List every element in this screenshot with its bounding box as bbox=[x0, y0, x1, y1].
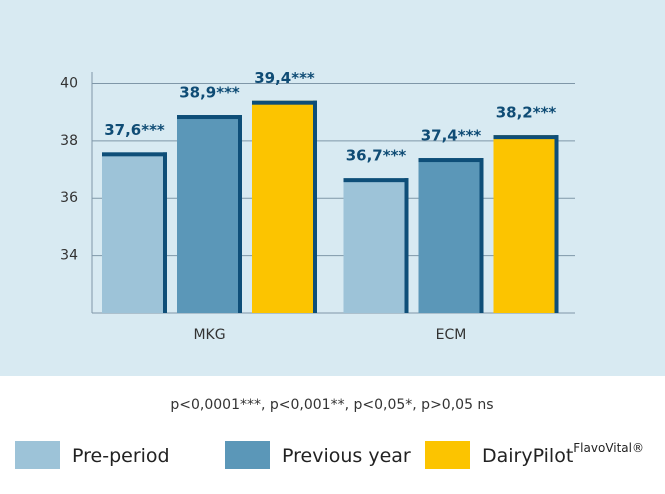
bar-side-edge bbox=[238, 115, 242, 314]
legend-name: Pre-period bbox=[72, 445, 170, 467]
bar bbox=[493, 135, 559, 313]
bar bbox=[343, 178, 409, 313]
legend-name: Previous year bbox=[282, 445, 411, 467]
value-label: 38,2*** bbox=[496, 104, 557, 122]
bar bbox=[418, 158, 484, 313]
y-tick-label: 36 bbox=[60, 190, 78, 206]
value-label: 36,7*** bbox=[346, 147, 407, 165]
bar-top-edge bbox=[177, 115, 242, 120]
bar-top-edge bbox=[493, 135, 559, 140]
legend-name: DairyPilot bbox=[482, 445, 573, 467]
x-tick-label: MKG bbox=[193, 327, 225, 343]
bar-top-edge bbox=[252, 100, 317, 105]
x-tick-label: ECM bbox=[436, 327, 467, 343]
footnote: p<0,0001***, p<0,001**, p<0,05*, p>0,05 … bbox=[170, 397, 493, 413]
legend-label: Previous year bbox=[282, 445, 411, 467]
legend-swatch bbox=[15, 441, 60, 469]
value-label: 39,4*** bbox=[254, 69, 315, 87]
bar-top-edge bbox=[343, 178, 409, 183]
bar-side-edge bbox=[554, 135, 559, 313]
legend-swatch bbox=[425, 441, 470, 469]
legend-label: Pre-period bbox=[72, 445, 170, 467]
legend-swatch bbox=[225, 441, 270, 469]
bar-top-edge bbox=[418, 158, 484, 163]
value-label: 37,4*** bbox=[421, 127, 482, 145]
y-tick-label: 34 bbox=[60, 248, 78, 264]
bar-side-edge bbox=[163, 152, 167, 313]
y-tick-label: 40 bbox=[60, 75, 78, 91]
bar bbox=[177, 115, 242, 314]
plot-panel bbox=[0, 0, 665, 376]
value-label: 37,6*** bbox=[104, 121, 165, 139]
y-tick-label: 38 bbox=[60, 133, 78, 149]
bar-side-edge bbox=[313, 100, 317, 313]
bar bbox=[102, 152, 167, 313]
legend-label: DairyPilotFlavoVital® bbox=[482, 441, 644, 467]
value-label: 38,9*** bbox=[179, 84, 240, 102]
bar-side-edge bbox=[404, 178, 409, 313]
bar-top-edge bbox=[102, 152, 167, 157]
bar-side-edge bbox=[479, 158, 484, 313]
bar bbox=[252, 100, 317, 313]
legend-superscript: FlavoVital® bbox=[573, 441, 644, 455]
